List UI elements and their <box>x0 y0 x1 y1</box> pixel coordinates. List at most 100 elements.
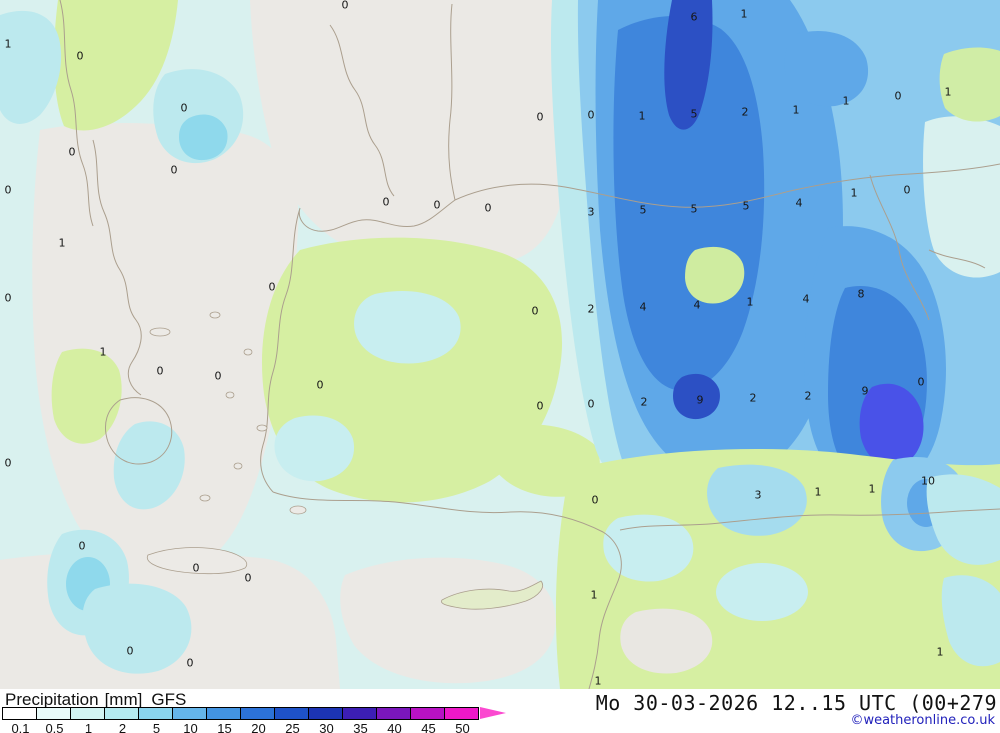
valid-time: Mo 30-03-2026 12..15 UTC (00+279 <box>595 691 997 715</box>
precip-value-label: 6 <box>690 10 698 24</box>
precip-value-label: 1 <box>99 345 107 359</box>
legend-cell: 50 <box>444 707 479 733</box>
legend-cell: 5 <box>138 707 173 733</box>
precip-value-label: 0 <box>4 183 12 197</box>
precip-value-label: 0 <box>214 369 222 383</box>
legend-cell-label: 30 <box>319 721 334 733</box>
precip-value-label: 4 <box>802 292 810 306</box>
legend-cell-label: 2 <box>118 721 127 733</box>
legend-cell: 35 <box>342 707 377 733</box>
precip-value-label: 1 <box>4 37 12 51</box>
legend-cell-label: 10 <box>183 721 198 733</box>
legend-cell-label: 1 <box>84 721 93 733</box>
precip-value-label: 0 <box>244 571 252 585</box>
legend-cell-label: 15 <box>217 721 232 733</box>
precip-value-label: 0 <box>186 656 194 670</box>
legend-cell: 10 <box>172 707 207 733</box>
precip-value-label: 1 <box>850 186 858 200</box>
precip-value-label: 0 <box>894 89 902 103</box>
legend-cell: 25 <box>274 707 309 733</box>
precipitation-contour-graphic <box>0 0 1000 689</box>
precip-value-label: 4 <box>693 298 701 312</box>
legend-cell-label: 0.5 <box>45 721 64 733</box>
precip-value-label: 0 <box>382 195 390 209</box>
precip-value-label: 1 <box>740 7 748 21</box>
precip-value-label: 5 <box>690 107 698 121</box>
precip-value-label: 0 <box>192 561 200 575</box>
precip-value-label: 2 <box>640 395 648 409</box>
legend-cell: 40 <box>376 707 411 733</box>
precip-value-label: 10 <box>921 474 935 488</box>
precip-value-label: 0 <box>433 198 441 212</box>
precip-value-label: 1 <box>638 109 646 123</box>
precip-value-label: 2 <box>741 105 749 119</box>
map-title: Precipitation [mm] GFS <box>5 690 186 710</box>
legend-cell: 30 <box>308 707 343 733</box>
precip-value-label: 0 <box>78 539 86 553</box>
precip-value-label: 1 <box>814 485 822 499</box>
coastlines <box>59 0 1000 689</box>
legend-cell: 45 <box>410 707 445 733</box>
title-unit: [mm] <box>104 690 143 709</box>
precip-value-label: 9 <box>861 384 869 398</box>
precip-value-label: 0 <box>531 304 539 318</box>
legend-cell-label: 45 <box>421 721 436 733</box>
precip-value-label: 0 <box>536 399 544 413</box>
precip-value-label: 4 <box>639 300 647 314</box>
legend-cell: 20 <box>240 707 275 733</box>
precip-value-label: 0 <box>170 163 178 177</box>
precip-value-label: 3 <box>754 488 762 502</box>
legend-cell-label: 25 <box>285 721 300 733</box>
precip-value-label: 0 <box>917 375 925 389</box>
precip-value-label: 0 <box>68 145 76 159</box>
precip-value-label: 0 <box>484 201 492 215</box>
precip-value-label: 1 <box>868 482 876 496</box>
precip-value-label: 5 <box>639 203 647 217</box>
precip-value-label: 0 <box>4 291 12 305</box>
precip-value-label: 0 <box>4 456 12 470</box>
precip-value-label: 0 <box>180 101 188 115</box>
legend-cell: 2 <box>104 707 139 733</box>
footer-bar: Precipitation [mm] GFS 0.1 0.5 1 2 5 10 15 20 25 30… <box>0 689 1000 733</box>
legend-cells: 0.1 0.5 1 2 5 10 15 20 25 30 35 40 45 50 <box>2 707 479 733</box>
precip-value-label: 1 <box>842 94 850 108</box>
precip-value-label: 3 <box>587 205 595 219</box>
legend-cell-label: 5 <box>152 721 161 733</box>
legend-cell-label: 20 <box>251 721 266 733</box>
legend-cell: 0.1 <box>2 707 37 733</box>
precip-value-label: 1 <box>746 295 754 309</box>
precip-value-label: 2 <box>587 302 595 316</box>
precip-value-label: 1 <box>594 674 602 688</box>
title-text: Precipitation <box>5 690 99 709</box>
precip-value-label: 0 <box>268 280 276 294</box>
precip-value-label: 0 <box>156 364 164 378</box>
precip-value-label: 1 <box>792 103 800 117</box>
islands <box>146 311 543 610</box>
precip-value-label: 2 <box>804 389 812 403</box>
precip-value-label: 8 <box>857 287 865 301</box>
precip-value-label: 5 <box>742 199 750 213</box>
legend-cell: 0.5 <box>36 707 71 733</box>
copyright-link[interactable]: ©weatheronline.co.uk <box>850 713 995 728</box>
precip-value-label: 0 <box>536 110 544 124</box>
legend-cell-label: 35 <box>353 721 368 733</box>
precip-value-label: 4 <box>795 196 803 210</box>
precip-value-label: 0 <box>76 49 84 63</box>
precip-value-label: 0 <box>587 108 595 122</box>
legend-cell: 15 <box>206 707 241 733</box>
precip-value-label: 0 <box>587 397 595 411</box>
precip-value-label: 5 <box>690 202 698 216</box>
title-model: GFS <box>151 690 187 709</box>
precip-value-label: 1 <box>944 85 952 99</box>
precip-value-label: 0 <box>316 378 324 392</box>
precip-value-label: 9 <box>696 393 704 407</box>
precip-value-label: 0 <box>591 493 599 507</box>
precip-value-label: 0 <box>341 0 349 12</box>
legend-cell-label: 0.1 <box>11 721 30 733</box>
precip-value-label: 1 <box>58 236 66 250</box>
legend-cell-label: 50 <box>455 721 470 733</box>
legend: 0.1 0.5 1 2 5 10 15 20 25 30 35 40 45 50 <box>2 707 506 733</box>
